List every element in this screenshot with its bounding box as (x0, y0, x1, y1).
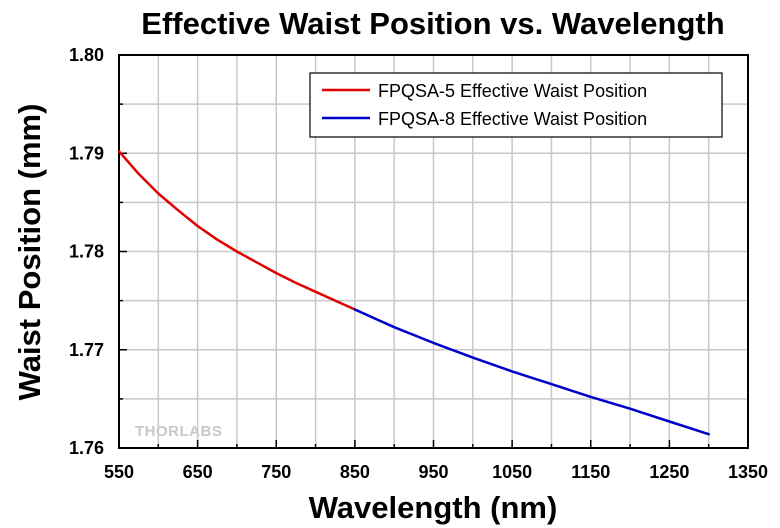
y-tick-label: 1.80 (69, 45, 104, 65)
x-tick-label: 650 (183, 462, 213, 482)
y-tick-label: 1.78 (69, 242, 104, 262)
series-line-fpqsa-8 (353, 308, 710, 436)
y-tick-label: 1.79 (69, 143, 104, 163)
x-tick-label: 1350 (728, 462, 768, 482)
x-tick-label: 1050 (492, 462, 532, 482)
x-tick-label: 1250 (649, 462, 689, 482)
y-tick-label: 1.77 (69, 340, 104, 360)
x-axis: 550 650 750 850 950 1050 1150 1250 1350 (104, 440, 768, 482)
y-axis: 1.76 1.77 1.78 1.79 1.80 (69, 45, 127, 458)
y-tick-label: 1.76 (69, 438, 104, 458)
legend-label-fpqsa-5: FPQSA-5 Effective Waist Position (378, 81, 647, 101)
thorlabs-watermark: THORLABS (135, 423, 222, 440)
legend-label-fpqsa-8: FPQSA-8 Effective Waist Position (378, 109, 647, 129)
chart-title: Effective Waist Position vs. Wavelength (141, 6, 724, 41)
x-tick-label: 750 (261, 462, 291, 482)
legend: FPQSA-5 Effective Waist Position FPQSA-8… (309, 72, 723, 138)
legend-box (309, 72, 723, 138)
x-tick-label: 950 (418, 462, 448, 482)
x-tick-label: 850 (340, 462, 370, 482)
x-axis-title: Wavelength (nm) (309, 490, 558, 525)
x-tick-label: 1150 (571, 462, 610, 482)
y-axis-title: Waist Position (mm) (12, 104, 47, 401)
series-line-fpqsa-5 (117, 150, 357, 311)
series-lines (117, 150, 710, 436)
x-tick-label: 550 (104, 462, 134, 482)
